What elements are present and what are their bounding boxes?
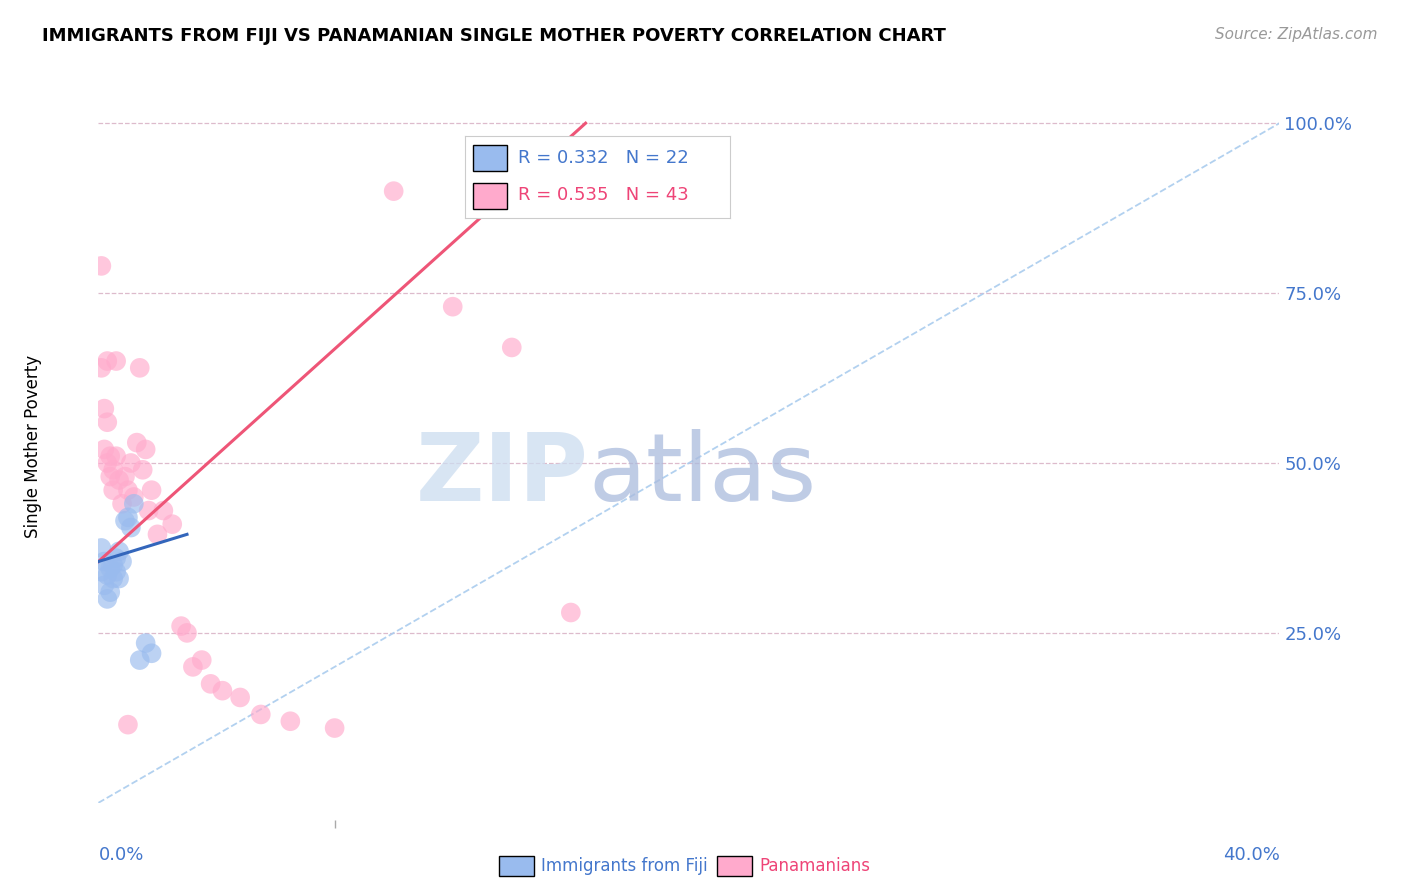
Point bbox=[278, 714, 302, 729]
Point bbox=[382, 184, 405, 198]
Point bbox=[96, 568, 118, 582]
Point bbox=[103, 463, 125, 477]
Point bbox=[93, 401, 115, 416]
Point bbox=[103, 558, 125, 572]
Point bbox=[323, 721, 346, 735]
Point bbox=[152, 503, 174, 517]
Point bbox=[181, 660, 204, 674]
Point bbox=[132, 463, 155, 477]
Point bbox=[146, 527, 169, 541]
Text: R = 0.332   N = 22: R = 0.332 N = 22 bbox=[517, 149, 689, 167]
Point bbox=[120, 456, 142, 470]
Point bbox=[117, 717, 139, 731]
Point bbox=[90, 565, 112, 579]
Point bbox=[93, 578, 115, 592]
Point bbox=[170, 619, 193, 633]
Point bbox=[105, 449, 128, 463]
Point bbox=[128, 653, 150, 667]
Point bbox=[122, 490, 145, 504]
Point bbox=[191, 653, 214, 667]
Point bbox=[501, 341, 523, 355]
Point bbox=[90, 360, 112, 375]
Point bbox=[96, 591, 118, 606]
Text: Immigrants from Fiji: Immigrants from Fiji bbox=[541, 857, 709, 875]
Point bbox=[114, 514, 136, 528]
Point bbox=[120, 520, 142, 534]
Point bbox=[93, 442, 115, 457]
Point bbox=[90, 259, 112, 273]
Point bbox=[117, 483, 139, 498]
Point bbox=[135, 636, 157, 650]
Point bbox=[98, 449, 121, 463]
Point bbox=[141, 646, 163, 660]
Point bbox=[229, 690, 252, 705]
Point bbox=[125, 435, 148, 450]
Point bbox=[96, 456, 118, 470]
Point bbox=[176, 626, 198, 640]
Point bbox=[200, 677, 222, 691]
Point bbox=[108, 572, 131, 586]
Point bbox=[560, 606, 582, 620]
Text: Source: ZipAtlas.com: Source: ZipAtlas.com bbox=[1215, 27, 1378, 42]
Point bbox=[93, 555, 115, 569]
Point bbox=[128, 360, 150, 375]
FancyBboxPatch shape bbox=[472, 145, 508, 171]
Text: Single Mother Poverty: Single Mother Poverty bbox=[24, 354, 42, 538]
Point bbox=[122, 497, 145, 511]
Text: IMMIGRANTS FROM FIJI VS PANAMANIAN SINGLE MOTHER POVERTY CORRELATION CHART: IMMIGRANTS FROM FIJI VS PANAMANIAN SINGL… bbox=[42, 27, 946, 45]
Point bbox=[211, 683, 233, 698]
FancyBboxPatch shape bbox=[472, 183, 508, 210]
Text: R = 0.535   N = 43: R = 0.535 N = 43 bbox=[517, 186, 689, 204]
Point bbox=[111, 497, 134, 511]
Point bbox=[135, 442, 157, 457]
Text: atlas: atlas bbox=[589, 428, 817, 521]
Point bbox=[98, 585, 121, 599]
Point bbox=[117, 510, 139, 524]
Point bbox=[105, 565, 128, 579]
Point bbox=[90, 541, 112, 555]
Point bbox=[105, 354, 128, 368]
Text: 0.0%: 0.0% bbox=[98, 846, 143, 863]
Point bbox=[141, 483, 163, 498]
Point bbox=[111, 555, 134, 569]
Text: 40.0%: 40.0% bbox=[1223, 846, 1279, 863]
Point bbox=[108, 473, 131, 487]
Point bbox=[114, 469, 136, 483]
Point bbox=[162, 517, 183, 532]
Point bbox=[103, 483, 125, 498]
Point bbox=[98, 561, 121, 575]
Point bbox=[98, 469, 121, 483]
Point bbox=[105, 551, 128, 566]
Point bbox=[250, 707, 273, 722]
Point bbox=[96, 354, 118, 368]
Text: ZIP: ZIP bbox=[416, 428, 589, 521]
Point bbox=[138, 503, 160, 517]
Point bbox=[96, 415, 118, 429]
Point bbox=[103, 572, 125, 586]
Text: Panamanians: Panamanians bbox=[759, 857, 870, 875]
Point bbox=[108, 544, 131, 558]
Point bbox=[441, 300, 464, 314]
